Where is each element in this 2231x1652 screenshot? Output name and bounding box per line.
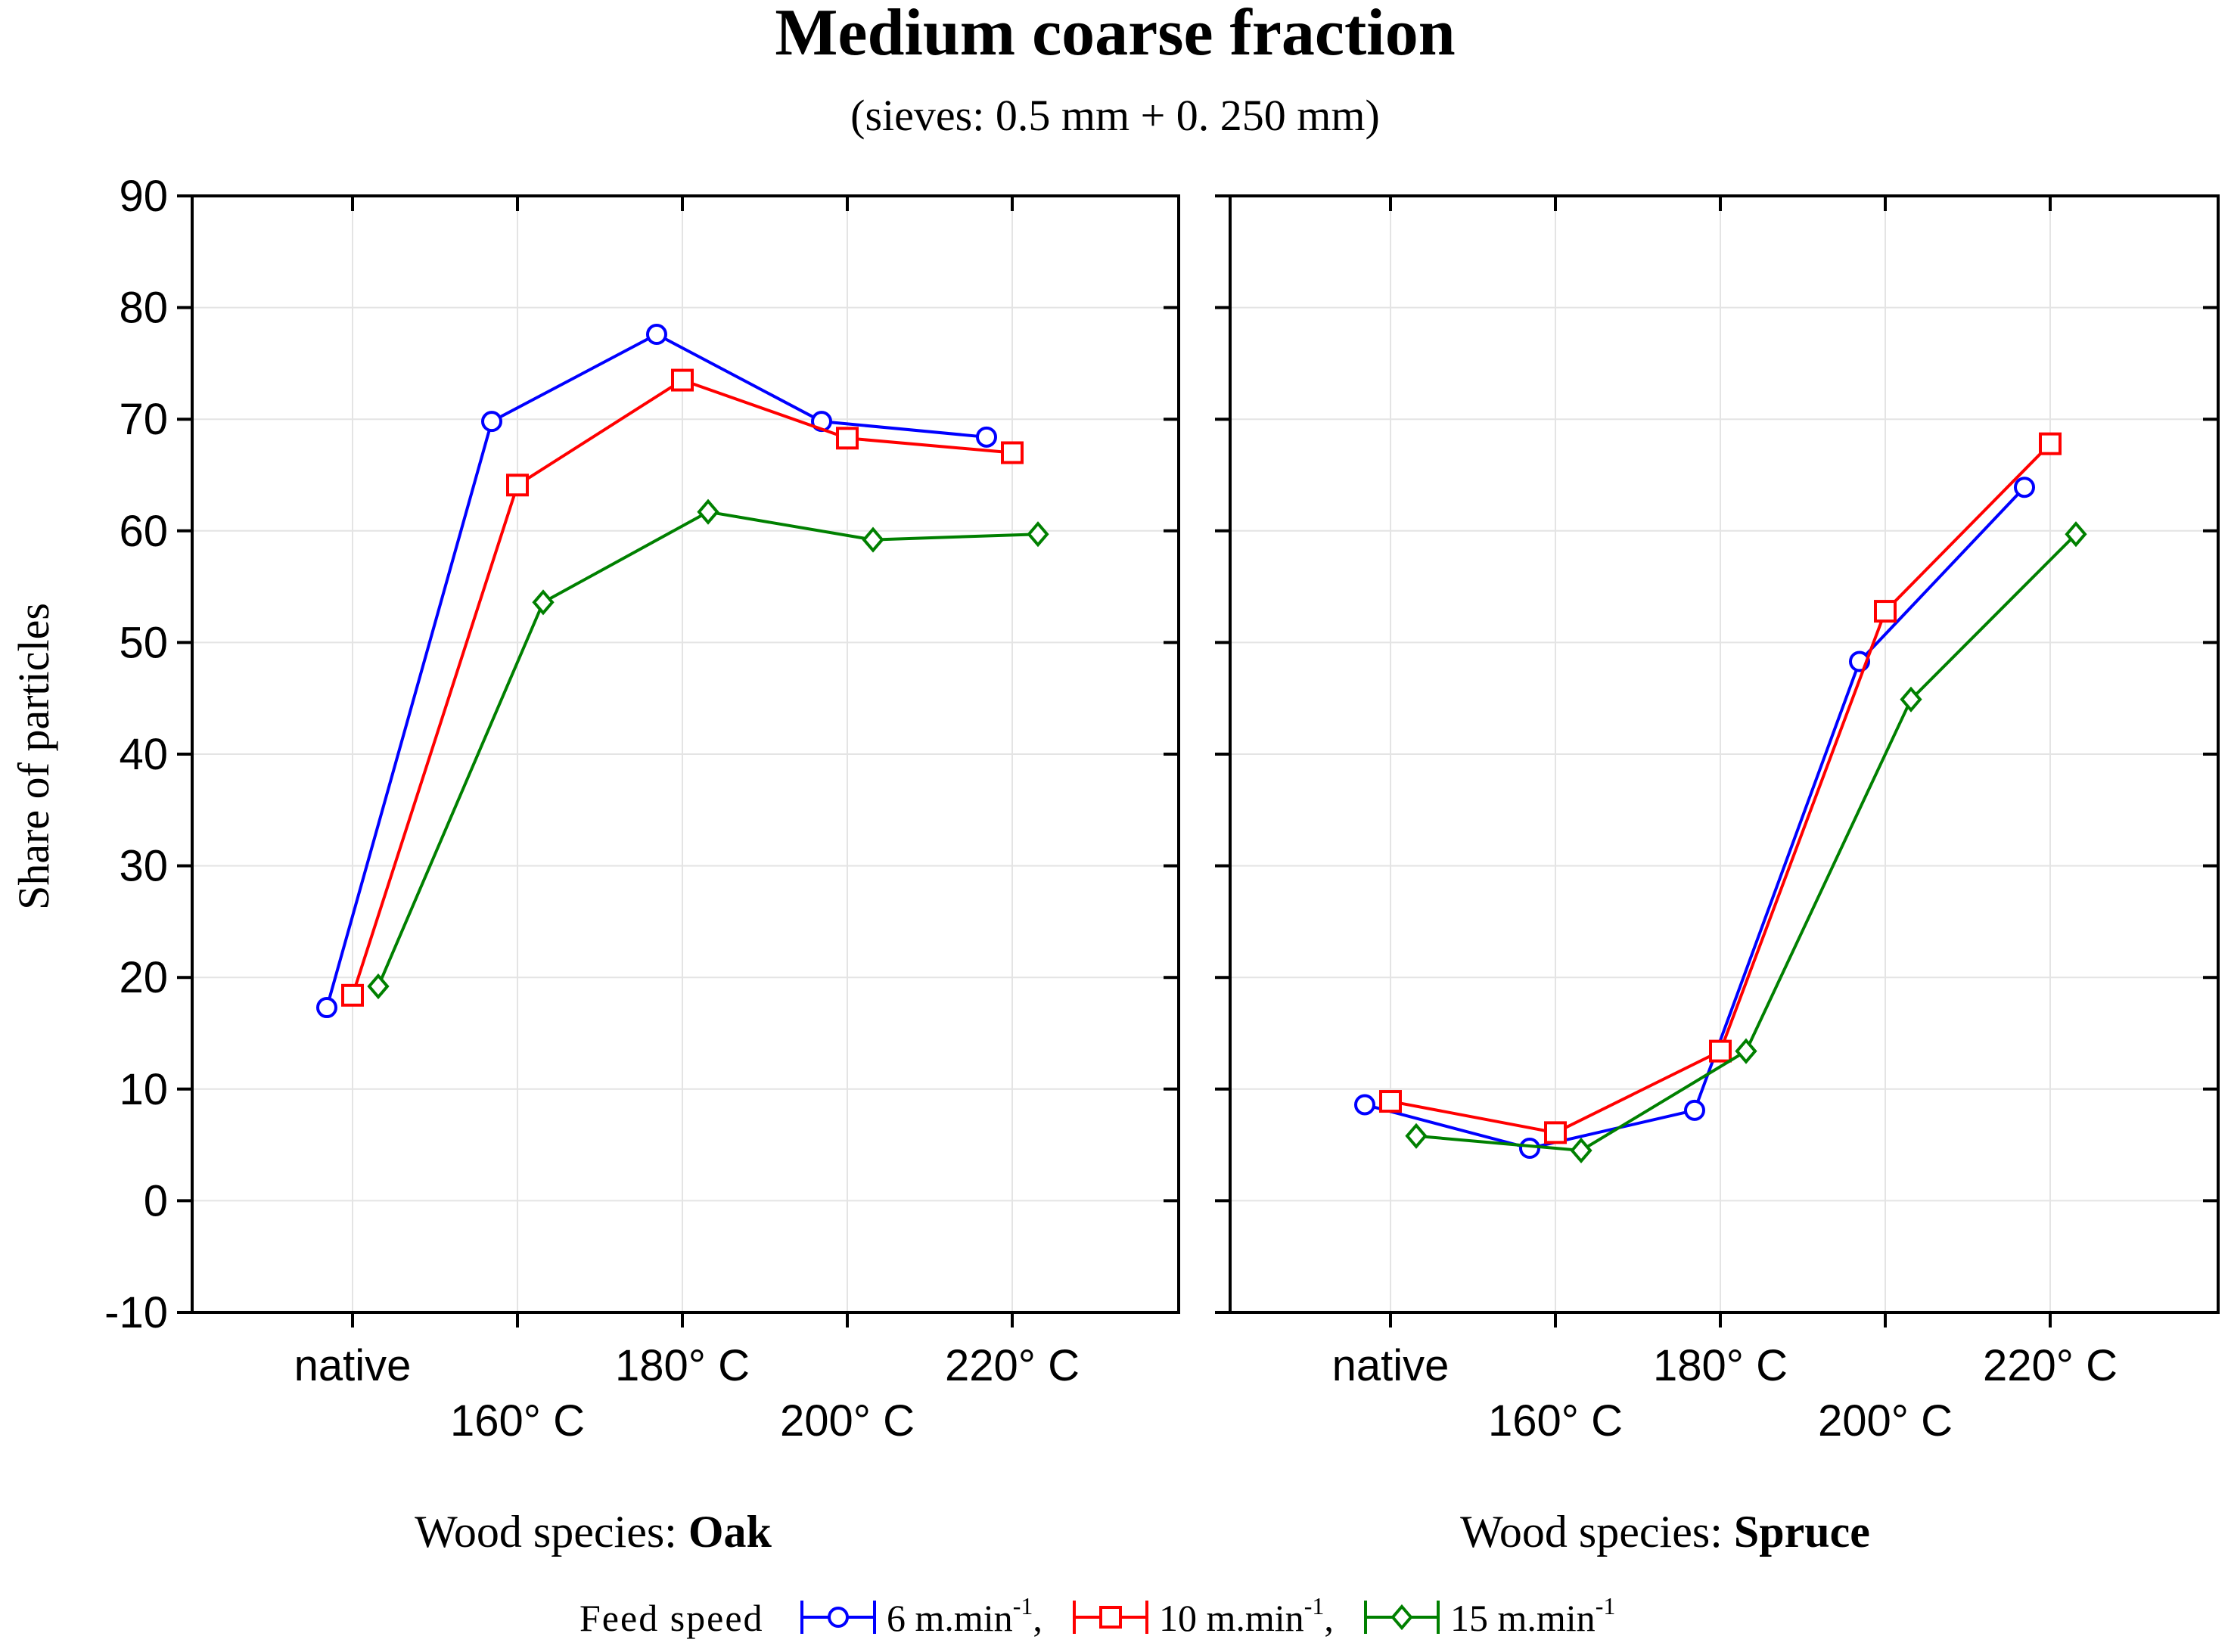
legend-label-main: 6 m.min bbox=[887, 1597, 1013, 1639]
data-point bbox=[316, 997, 337, 1019]
data-point bbox=[836, 427, 859, 450]
y-tick-label: 40 bbox=[119, 730, 168, 779]
panel-label-prefix: Wood species: bbox=[415, 1507, 688, 1557]
legend-entry-0: 6 m.min-1, bbox=[800, 1592, 1042, 1639]
legend-marker bbox=[1390, 1604, 1413, 1631]
series-line bbox=[1364, 486, 2026, 1150]
y-axis-label: Share of particles bbox=[9, 603, 58, 910]
x-tick-label: 160° C bbox=[450, 1396, 585, 1446]
panels: -10 0 10 20 30 40 50 60 70 80 90 native 160° C 180° C… bbox=[104, 172, 2220, 1557]
panel-1: native 160° C 180° C 200° C 220° C Wood speci… bbox=[1215, 194, 2220, 1557]
series-line bbox=[377, 510, 1039, 987]
series-0 bbox=[1354, 477, 2035, 1160]
legend-entry-2: 15 m.min-1 bbox=[1364, 1592, 1615, 1639]
legend-title: Feed speed bbox=[580, 1597, 764, 1639]
data-point bbox=[2014, 477, 2035, 498]
x-tick-label: native bbox=[1332, 1341, 1450, 1390]
x-tick-label: 180° C bbox=[1653, 1341, 1788, 1390]
legend-marker bbox=[1099, 1606, 1122, 1629]
data-point bbox=[341, 983, 364, 1007]
y-tick-label: 70 bbox=[119, 395, 168, 444]
data-point bbox=[671, 368, 694, 392]
data-point bbox=[1027, 521, 1049, 548]
x-tick-label: 180° C bbox=[615, 1341, 750, 1390]
chart-subtitle: (sieves: 0.5 mm + 0. 250 mm) bbox=[850, 91, 1380, 140]
data-point bbox=[1735, 1038, 1757, 1064]
legend-label-sup: -1 bbox=[1304, 1592, 1325, 1619]
panel-label-prefix: Wood species: bbox=[1460, 1507, 1734, 1557]
series-1 bbox=[1379, 432, 2062, 1144]
data-point bbox=[1001, 441, 1024, 464]
legend: Feed speed 6 m.min-1, 10 m.min-1, 15 m.min-… bbox=[580, 1592, 1615, 1639]
data-point bbox=[646, 324, 667, 346]
panel-0: -10 0 10 20 30 40 50 60 70 80 90 native 160° C 180° C… bbox=[104, 172, 1180, 1557]
y-tick-label: 30 bbox=[119, 842, 168, 891]
data-point bbox=[1405, 1123, 1428, 1149]
x-tick-label: 160° C bbox=[1488, 1396, 1623, 1446]
series-2 bbox=[1405, 521, 2087, 1164]
panel-label-species: Spruce bbox=[1734, 1507, 1870, 1557]
x-tick-label: 200° C bbox=[1818, 1396, 1953, 1446]
x-tick-label: 220° C bbox=[1983, 1341, 2118, 1390]
series-1 bbox=[341, 368, 1024, 1007]
y-tick-label: 10 bbox=[119, 1065, 168, 1114]
data-point bbox=[1684, 1099, 1705, 1121]
legend-marker bbox=[828, 1607, 849, 1628]
legend-label-sup: -1 bbox=[1013, 1592, 1033, 1619]
data-point bbox=[1570, 1137, 1592, 1164]
chart-title: Medium coarse fraction bbox=[775, 0, 1455, 70]
series-2 bbox=[367, 498, 1049, 1000]
x-tick-label: native bbox=[294, 1341, 412, 1390]
series-line bbox=[325, 332, 987, 1008]
legend-label-suffix: , bbox=[1324, 1597, 1334, 1639]
data-point bbox=[1709, 1039, 1732, 1063]
data-point bbox=[1379, 1090, 1402, 1113]
y-tick-label: -10 bbox=[104, 1288, 168, 1337]
legend-label-main: 10 m.min bbox=[1159, 1597, 1304, 1639]
data-point bbox=[481, 411, 502, 433]
data-point bbox=[1519, 1138, 1540, 1160]
x-tick-label: 200° C bbox=[780, 1396, 915, 1446]
y-tick-label: 0 bbox=[144, 1176, 168, 1225]
data-point bbox=[2039, 432, 2062, 455]
panel-label: Wood species: Oak bbox=[415, 1507, 772, 1557]
legend-entry-1: 10 m.min-1, bbox=[1073, 1592, 1334, 1639]
data-point bbox=[1544, 1121, 1567, 1144]
y-tick-label: 20 bbox=[119, 953, 168, 1002]
legend-label-suffix: , bbox=[1033, 1597, 1042, 1639]
legend-label-main: 15 m.min bbox=[1450, 1597, 1596, 1639]
y-tick-label: 50 bbox=[119, 618, 168, 667]
y-tick-label: 60 bbox=[119, 507, 168, 556]
legend-label: 6 m.min-1, bbox=[887, 1592, 1042, 1639]
x-tick-label: 220° C bbox=[945, 1341, 1080, 1390]
legend-label: 10 m.min-1, bbox=[1159, 1592, 1334, 1639]
data-point bbox=[1354, 1094, 1375, 1116]
y-tick-label: 80 bbox=[119, 284, 168, 333]
legend-label: 15 m.min-1 bbox=[1450, 1592, 1615, 1639]
data-point bbox=[697, 498, 719, 525]
data-point bbox=[2065, 521, 2087, 548]
y-tick-label: 90 bbox=[119, 172, 168, 221]
panel-label: Wood species: Spruce bbox=[1460, 1507, 1870, 1557]
data-point bbox=[532, 589, 555, 616]
series-0 bbox=[316, 324, 997, 1019]
data-point bbox=[1900, 686, 1922, 713]
legend-label-sup: -1 bbox=[1596, 1592, 1616, 1619]
data-point bbox=[862, 526, 884, 553]
data-point bbox=[367, 973, 390, 1000]
data-point bbox=[1874, 600, 1897, 623]
panel-label-species: Oak bbox=[688, 1507, 772, 1557]
data-point bbox=[506, 474, 529, 497]
data-point bbox=[976, 426, 997, 448]
